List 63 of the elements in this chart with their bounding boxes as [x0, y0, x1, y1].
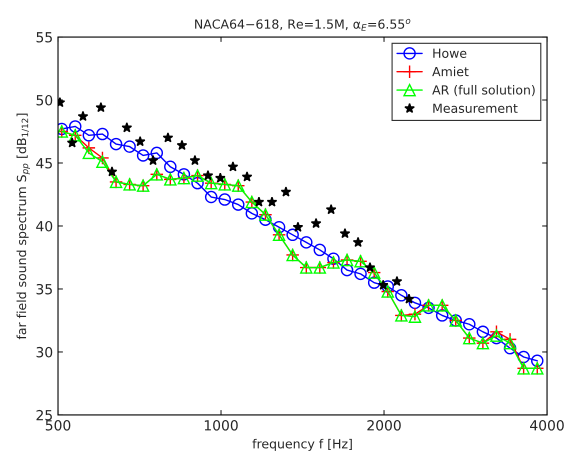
point	[123, 140, 136, 153]
y-tick-label: 25	[36, 410, 52, 420]
point	[150, 146, 164, 160]
point	[178, 168, 190, 181]
point	[246, 207, 258, 220]
point	[136, 149, 150, 162]
point	[96, 102, 106, 112]
y-tick-label: 55	[36, 32, 52, 42]
point	[436, 309, 448, 322]
point	[164, 160, 177, 174]
legend-label: Howe	[433, 48, 466, 58]
point	[490, 332, 503, 344]
point	[531, 354, 544, 368]
point	[517, 350, 530, 364]
point	[340, 264, 354, 276]
point	[272, 220, 286, 234]
point	[476, 326, 490, 338]
point	[218, 193, 232, 206]
point	[286, 228, 299, 242]
point	[408, 296, 422, 310]
point	[68, 120, 82, 133]
point	[191, 176, 204, 190]
y-tick-label: 45	[36, 158, 52, 168]
chart-title: NACA64−618, Re=1.5M, α$_{E}$=6.55$^{o}$	[195, 18, 410, 31]
point	[463, 318, 476, 330]
point	[204, 190, 218, 204]
point	[96, 151, 110, 165]
point	[82, 129, 96, 142]
y-tick-label: 40	[36, 220, 52, 232]
point	[82, 140, 96, 155]
y-tick-label: 35	[36, 284, 52, 294]
point	[110, 138, 122, 150]
point	[422, 302, 435, 314]
point	[504, 336, 516, 350]
x-tick-label: 4000	[530, 420, 564, 431]
legend-label: Amiet	[432, 66, 469, 76]
point	[503, 332, 518, 346]
point	[490, 329, 503, 342]
point	[82, 146, 96, 160]
y-tick-label: 30	[36, 346, 52, 358]
x-axis-title: frequency f [Hz]	[252, 438, 352, 451]
point	[490, 324, 504, 339]
point	[504, 342, 516, 354]
point	[382, 280, 394, 293]
point	[314, 244, 326, 256]
point	[408, 310, 422, 323]
point	[300, 236, 313, 249]
point	[368, 276, 380, 289]
point	[96, 128, 109, 140]
x-tick-label: 1000	[204, 420, 238, 431]
x-tick-label: 2000	[367, 420, 401, 431]
legend-label: AR (full solution)	[432, 84, 535, 96]
y-tick-label: 50	[36, 94, 52, 106]
x-tick-label: 500	[46, 420, 70, 431]
legend-label: Measurement	[433, 104, 518, 113]
point	[408, 307, 422, 322]
point	[354, 268, 367, 280]
point	[96, 155, 109, 168]
y-axis-title: far field sound spectrum S$_{pp}$ [dB$_{1/12}$]	[16, 114, 30, 340]
point	[259, 213, 272, 226]
point	[395, 289, 408, 302]
point	[232, 198, 244, 211]
point	[327, 252, 340, 265]
